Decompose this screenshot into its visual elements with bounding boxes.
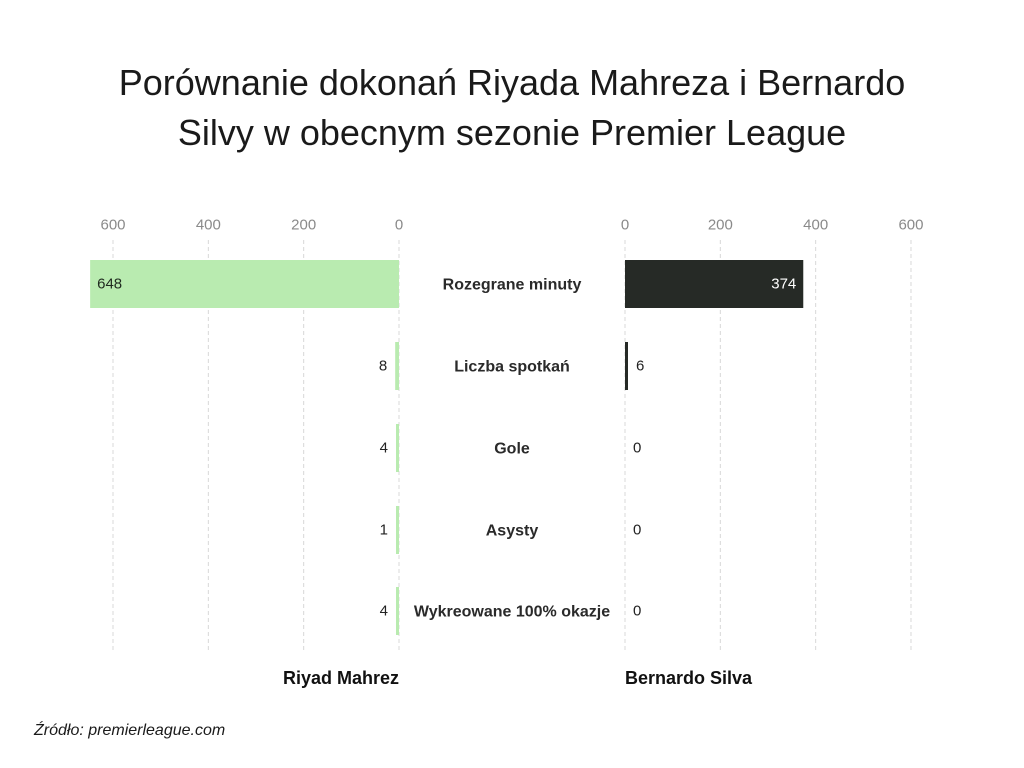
data-label-left: 4 [380, 440, 388, 457]
tick-label-left: 600 [100, 217, 125, 234]
bar-right [625, 342, 628, 390]
tick-label-right: 200 [708, 217, 733, 234]
bar-left [396, 506, 399, 554]
data-label-right: 374 [771, 276, 796, 293]
tick-label-left: 200 [291, 217, 316, 234]
data-label-right: 6 [636, 358, 644, 375]
chart-title-line-2: Silvy w obecnym sezonie Premier League [177, 112, 847, 153]
bar-left [395, 342, 399, 390]
category-label: Wykreowane 100% okazje [414, 604, 610, 621]
tick-label-right: 600 [898, 217, 923, 234]
data-label-right: 0 [633, 440, 641, 457]
category-label: Rozegrane minuty [443, 277, 582, 294]
chart-title-line-1: Porównanie dokonań Riyada Mahreza i Bern… [118, 62, 906, 103]
bar-left [396, 424, 399, 472]
bar-left [90, 260, 399, 308]
tick-label-left: 0 [395, 217, 403, 234]
data-label-right: 0 [633, 603, 641, 620]
bar-left [396, 587, 399, 635]
bar-right [625, 260, 804, 308]
category-label: Asysty [486, 523, 539, 540]
tick-label-right: 400 [803, 217, 828, 234]
source-note: Źródło: premierleague.com [34, 722, 226, 739]
data-label-right: 0 [633, 522, 641, 539]
series-label-right: Bernardo Silva [625, 668, 753, 688]
data-label-left: 8 [379, 358, 387, 375]
data-label-left: 4 [380, 603, 388, 620]
chart-title: Porównanie dokonań Riyada Mahreza i Bern… [0, 58, 1024, 158]
data-label-left: 1 [380, 522, 388, 539]
series-label-left: Riyad Mahrez [283, 668, 399, 688]
category-label: Gole [494, 441, 530, 458]
tick-label-left: 400 [196, 217, 221, 234]
data-label-left: 648 [97, 276, 122, 293]
category-label: Liczba spotkań [454, 359, 570, 376]
tick-label-right: 0 [621, 217, 629, 234]
